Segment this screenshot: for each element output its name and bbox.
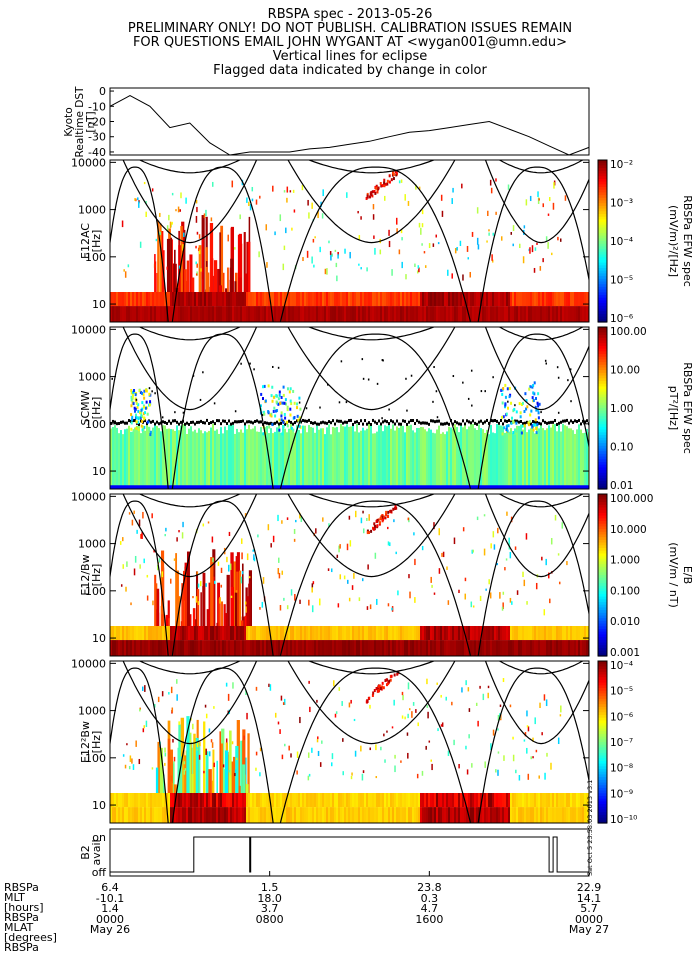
colorbar-tick-label-0: 10⁻² xyxy=(610,159,633,171)
colorbar-tick-label-2: 1.00 xyxy=(610,403,633,415)
colorbar-tick-label-4: 10⁻⁸ xyxy=(610,763,633,775)
colorbar-tick-label-5: 10⁻⁹ xyxy=(610,788,633,800)
footer-value xyxy=(394,925,464,936)
dst-ytick-label-0: 0 xyxy=(99,85,106,98)
footer-label-rbspa-3: RBSPa xyxy=(4,943,39,954)
footer-value xyxy=(235,925,305,936)
colorbar-tick-label-0: 10⁻⁴ xyxy=(610,660,633,672)
dst-ytick-label-1: -10 xyxy=(88,100,106,113)
colorbar-tick-label-2: 10⁻⁴ xyxy=(610,236,633,248)
b2-ytick-off: off xyxy=(92,866,107,879)
colorbar-tick-label-3: 0.100 xyxy=(610,585,640,597)
panel-ylabel: SCMW[Hz] xyxy=(79,390,103,425)
ytick-label-0: 10000 xyxy=(71,490,106,503)
colorbar-tick-label-1: 10⁻³ xyxy=(610,198,633,210)
ytick-label-3: 10 xyxy=(92,799,106,812)
b2-ylabel: B2avail xyxy=(79,839,103,865)
colorbar-sublabel: E/B xyxy=(681,566,694,584)
b2-frame xyxy=(110,829,589,876)
ytick-label-1: 1000 xyxy=(78,371,106,384)
colorbar-tick-label-3: 0.10 xyxy=(610,442,633,454)
spectrogram-panel-scmw: 10000100010010SCMW[Hz]100.0010.001.000.1… xyxy=(71,315,694,509)
b2-avail-line xyxy=(110,837,589,872)
spectrogram-panel-e12bw2: 10000100010010E12²Bw[Hz]10⁻⁴10⁻⁵10⁻⁶10⁻⁷… xyxy=(71,649,637,843)
colorbar-tick-label-1: 10.00 xyxy=(610,365,640,377)
spectrogram-panel-e12bw1: 10000100010010E12/Bw[Hz]100.00010.0001.0… xyxy=(71,482,694,676)
colorbar-tick-label-6: 10⁻¹⁰ xyxy=(610,814,637,826)
timestamp-stamp: Sat Oct 5 23:58:03 2013 v3.1 xyxy=(586,780,594,876)
ytick-label-0: 10000 xyxy=(71,657,106,670)
ytick-label-3: 10 xyxy=(92,298,106,311)
b2-ylabel-line-1: avail xyxy=(90,839,103,865)
footer-value: May 27 xyxy=(554,925,624,936)
colorbar-sublabel: RBSPa EFW spec xyxy=(681,195,694,287)
spectrogram-panel-e12ac: 10000100010010E12AC[Hz]10⁻²10⁻³10⁻⁴10⁻⁵1… xyxy=(71,148,694,342)
panel-ylabel-line-1: [Hz] xyxy=(90,397,103,420)
ytick-label-3: 10 xyxy=(92,632,106,645)
colorbar-tick-label-0: 100.000 xyxy=(610,493,653,505)
ytick-label-1: 1000 xyxy=(78,538,106,551)
footer-value: May 26 xyxy=(75,925,145,936)
ytick-label-1: 1000 xyxy=(78,705,106,718)
dst-frame xyxy=(110,88,589,155)
colorbar-label: pT²/[Hz] xyxy=(667,386,680,430)
colorbar-tick-label-4: 10⁻⁶ xyxy=(610,313,633,325)
ytick-label-3: 10 xyxy=(92,465,106,478)
panel-ylabel-line-1: [Hz] xyxy=(90,230,103,253)
colorbar-tick-label-4: 0.010 xyxy=(610,616,640,628)
colorbar-tick-label-4: 0.01 xyxy=(610,480,633,492)
spectrogram-body xyxy=(100,315,601,509)
colorbar-tick-label-1: 10⁻⁵ xyxy=(610,686,633,698)
colorbar-tick-label-5: 0.001 xyxy=(610,647,640,659)
colorbar-tick-label-0: 100.00 xyxy=(610,326,647,338)
spectrogram-body xyxy=(100,482,601,676)
colorbar-tick-label-3: 10⁻⁷ xyxy=(610,737,633,749)
colorbar-label: (mV/m)²/[Hz] xyxy=(667,205,680,277)
ytick-label-0: 10000 xyxy=(71,156,106,169)
colorbar-tick-label-2: 1.000 xyxy=(610,555,640,567)
dst-ylabel-line-2: [nT] xyxy=(85,111,97,132)
spectrogram-body xyxy=(100,148,601,342)
colorbar-sublabel: RBSPa EFW spec xyxy=(681,362,694,454)
ytick-label-1: 1000 xyxy=(78,204,106,217)
colorbar-tick-label-3: 10⁻⁵ xyxy=(610,275,633,287)
panel-ylabel-line-1: [Hz] xyxy=(90,731,103,754)
ytick-label-0: 10000 xyxy=(71,323,106,336)
spectrogram-body xyxy=(100,649,601,843)
dst-line xyxy=(110,96,589,155)
colorbar-tick-label-1: 10.000 xyxy=(610,524,647,536)
panel-ylabel-line-1: [Hz] xyxy=(90,564,103,587)
colorbar-label: (mV/m / nT) xyxy=(667,542,680,608)
colorbar-tick-label-2: 10⁻⁶ xyxy=(610,711,633,723)
